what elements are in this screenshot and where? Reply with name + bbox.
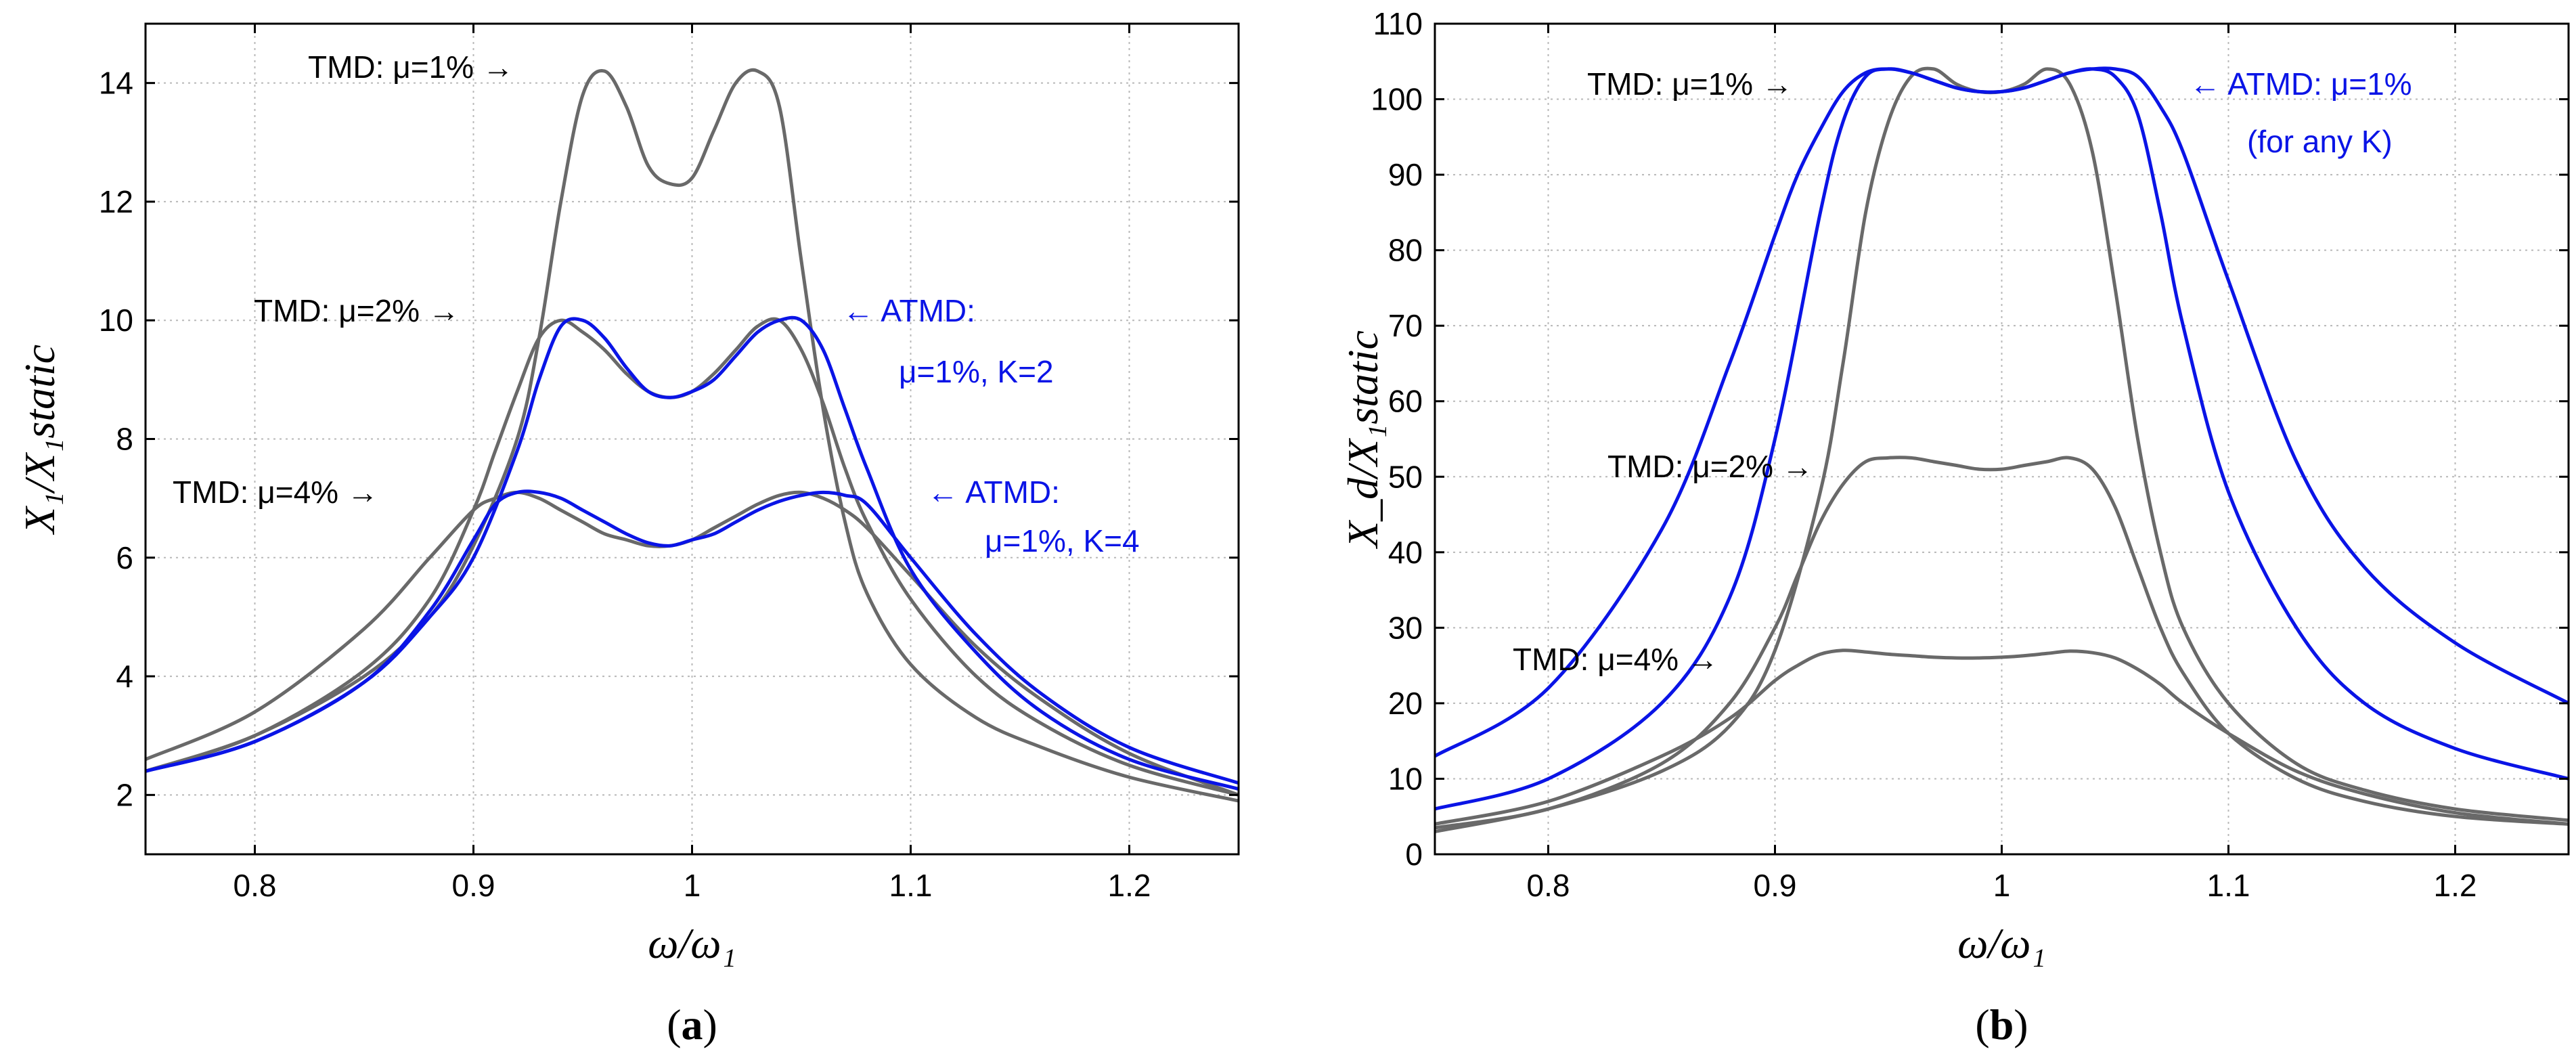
annotation: TMD: μ=1% → <box>1587 66 1793 102</box>
annotation: μ=1%, K=2 <box>899 354 1054 389</box>
y-tick-label: 12 <box>99 184 133 219</box>
y-tick-label: 110 <box>1373 6 1423 41</box>
x-axis-label: ω/ω₁ <box>1957 919 2045 967</box>
x-tick-label: 1.2 <box>2434 868 2477 903</box>
y-tick-label: 14 <box>99 66 133 101</box>
annotation: ← ATMD: <box>843 293 975 328</box>
annotation: (for any K) <box>2247 124 2393 159</box>
y-tick-label: 90 <box>1388 157 1423 192</box>
y-tick-label: 70 <box>1388 308 1423 343</box>
x-tick-label: 1.1 <box>889 868 933 903</box>
y-tick-label: 40 <box>1388 535 1423 570</box>
y-tick-label: 60 <box>1388 384 1423 419</box>
y-tick-label: 80 <box>1388 233 1423 268</box>
y-tick-label: 0 <box>1405 837 1423 872</box>
x-tick-label: 1.2 <box>1108 868 1151 903</box>
annotation: TMD: μ=4% → <box>173 475 378 510</box>
x-tick-label: 0.9 <box>1754 868 1797 903</box>
x-tick-label: 0.8 <box>234 868 277 903</box>
x-axis-label: ω/ω₁ <box>648 919 736 967</box>
series-line-5 <box>146 489 1239 785</box>
series-line-1 <box>146 68 1239 803</box>
y-axis-label: X_d/X₁static <box>1339 330 1387 550</box>
y-axis-label: X₁/X₁static <box>16 345 64 535</box>
annotation: ← ATMD: μ=1% <box>2190 66 2412 102</box>
y-tick-label: 30 <box>1388 610 1423 645</box>
y-tick-label: 6 <box>116 540 133 575</box>
series-line-4 <box>146 315 1239 791</box>
x-tick-label: 1 <box>684 868 701 903</box>
x-tick-label: 1.1 <box>2207 868 2250 903</box>
annotation: μ=1%, K=4 <box>985 523 1140 558</box>
y-tick-label: 2 <box>116 777 133 812</box>
y-tick-label: 100 <box>1371 82 1423 117</box>
panel-label: (b) <box>1975 1000 2028 1049</box>
annotation: TMD: μ=1% → <box>308 49 514 85</box>
annotation: ← ATMD: <box>927 475 1060 510</box>
y-tick-label: 10 <box>1388 761 1423 796</box>
x-tick-label: 0.9 <box>452 868 495 903</box>
y-tick-label: 20 <box>1388 686 1423 721</box>
panel-label: (a) <box>667 1000 717 1049</box>
series-line-2 <box>1435 456 2569 830</box>
annotation: TMD: μ=4% → <box>1513 642 1718 677</box>
y-tick-label: 50 <box>1388 459 1423 494</box>
series-line-3 <box>1435 648 2569 826</box>
y-tick-label: 10 <box>99 303 133 338</box>
y-tick-label: 4 <box>116 659 133 694</box>
annotation: TMD: μ=2% → <box>254 293 460 328</box>
y-tick-label: 8 <box>116 422 133 457</box>
series-line-5 <box>1435 66 2569 758</box>
panel-b: 0.8 0.9 1 1.1 1.2 0 10 20 30 40 50 60 70 80 90 100 110 ω/… <box>1339 6 2570 1049</box>
annotation: TMD: μ=2% → <box>1607 449 1813 484</box>
x-tick-label: 0.8 <box>1527 868 1570 903</box>
panel-a: 0.8 0.9 1 1.1 1.2 2 4 6 8 10 12 14 ω/ω₁ X₁/X₁static (a… <box>16 22 1240 1049</box>
x-tick-label: 1 <box>1993 868 2011 903</box>
